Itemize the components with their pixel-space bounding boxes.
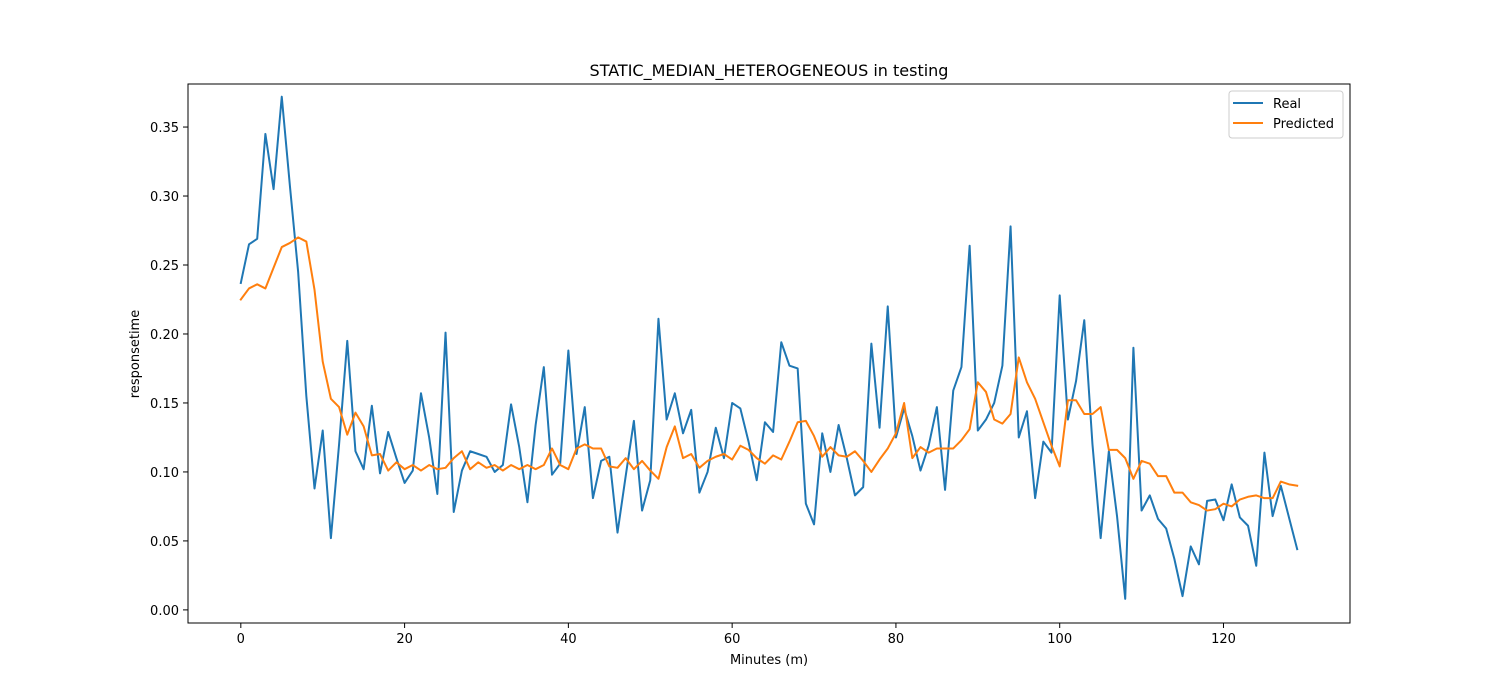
plot-area-frame (187, 83, 1351, 624)
x-tick-label: 80 (888, 632, 905, 647)
x-tick-label: 60 (724, 632, 741, 647)
x-tick-label: 0 (237, 632, 245, 647)
x-tick-label: 40 (560, 632, 577, 647)
y-tick-label: 0.20 (150, 328, 179, 343)
plot-lines (239, 95, 1299, 600)
y-tick-label: 0.25 (150, 259, 179, 274)
x-tick-label: 20 (396, 632, 413, 647)
y-axis-label: responsetime (128, 310, 143, 398)
chart-title: STATIC_MEDIAN_HETEROGENEOUS in testing (590, 61, 949, 81)
y-tick-label: 0.00 (150, 604, 179, 619)
y-tick-label: 0.05 (150, 535, 179, 550)
x-tick-label: 100 (1047, 632, 1072, 647)
x-axis-label: Minutes (m) (730, 653, 808, 668)
legend-label-real: Real (1273, 97, 1301, 112)
series-line-real (239, 95, 1299, 600)
y-tick-label: 0.10 (150, 466, 179, 481)
x-tick-label: 120 (1211, 632, 1236, 647)
series-line-predicted (239, 236, 1299, 512)
y-tick-label: 0.35 (150, 121, 179, 136)
legend-label-predicted: Predicted (1273, 117, 1334, 132)
y-axis-ticks: 0.00 0.05 0.10 0.15 0.20 0.25 0.30 0.35 (150, 121, 188, 619)
legend: Real Predicted (1228, 90, 1344, 139)
x-axis-ticks: 0 20 40 60 80 100 120 (237, 623, 1236, 647)
y-tick-label: 0.30 (150, 190, 179, 205)
y-tick-label: 0.15 (150, 397, 179, 412)
